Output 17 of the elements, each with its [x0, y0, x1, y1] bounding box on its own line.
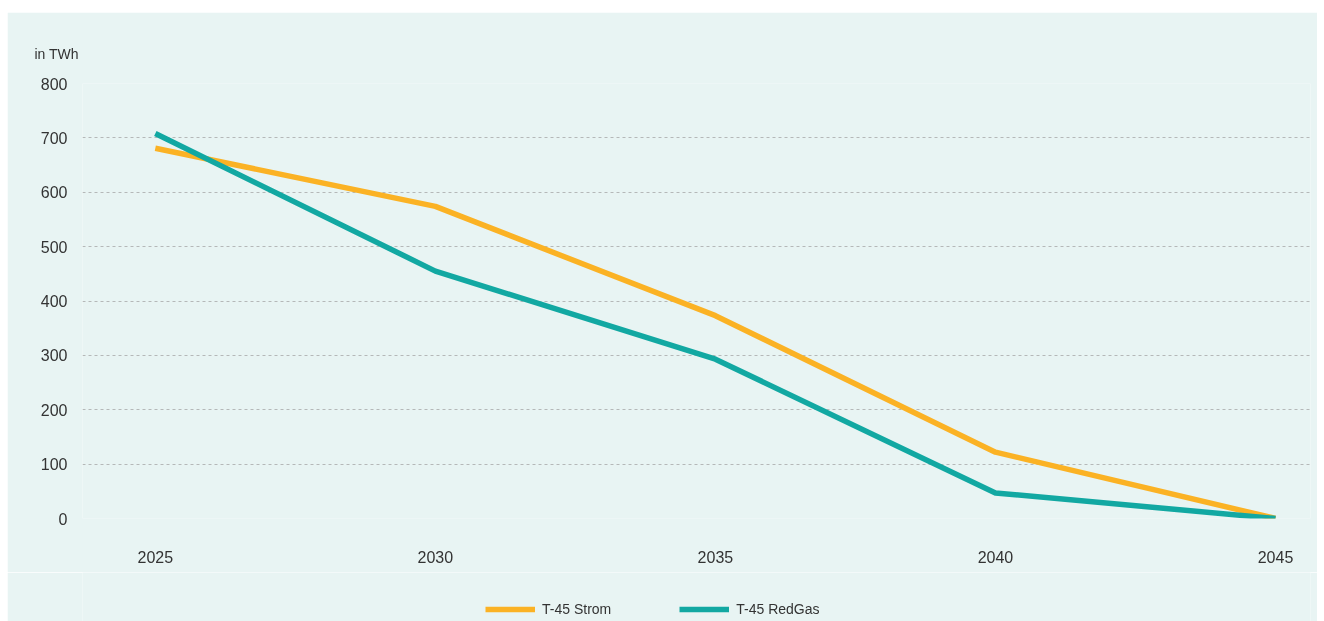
- x-tick-label: 2045: [1257, 548, 1294, 566]
- x-tick-label: 2025: [137, 548, 174, 566]
- y-tick-label: 700: [40, 129, 68, 147]
- y-tick-label: 0: [58, 510, 68, 528]
- x-tick-label: 2030: [417, 548, 454, 566]
- y-tick-label: 400: [40, 293, 68, 310]
- legend-label: T-45 Strom: [542, 601, 612, 617]
- y-tick-label: 500: [40, 238, 68, 256]
- y-tick-label: 300: [40, 347, 68, 365]
- y-tick-label: 200: [40, 401, 68, 419]
- x-tick-label: 2035: [697, 548, 734, 566]
- x-tick-label: 2040: [977, 548, 1014, 566]
- y-tick-label: 800: [40, 75, 68, 93]
- y-axis-title: in TWh: [34, 45, 79, 62]
- y-tick-label: 600: [40, 184, 68, 202]
- y-tick-label: 100: [40, 456, 68, 474]
- legend-label: T-45 RedGas: [736, 601, 820, 617]
